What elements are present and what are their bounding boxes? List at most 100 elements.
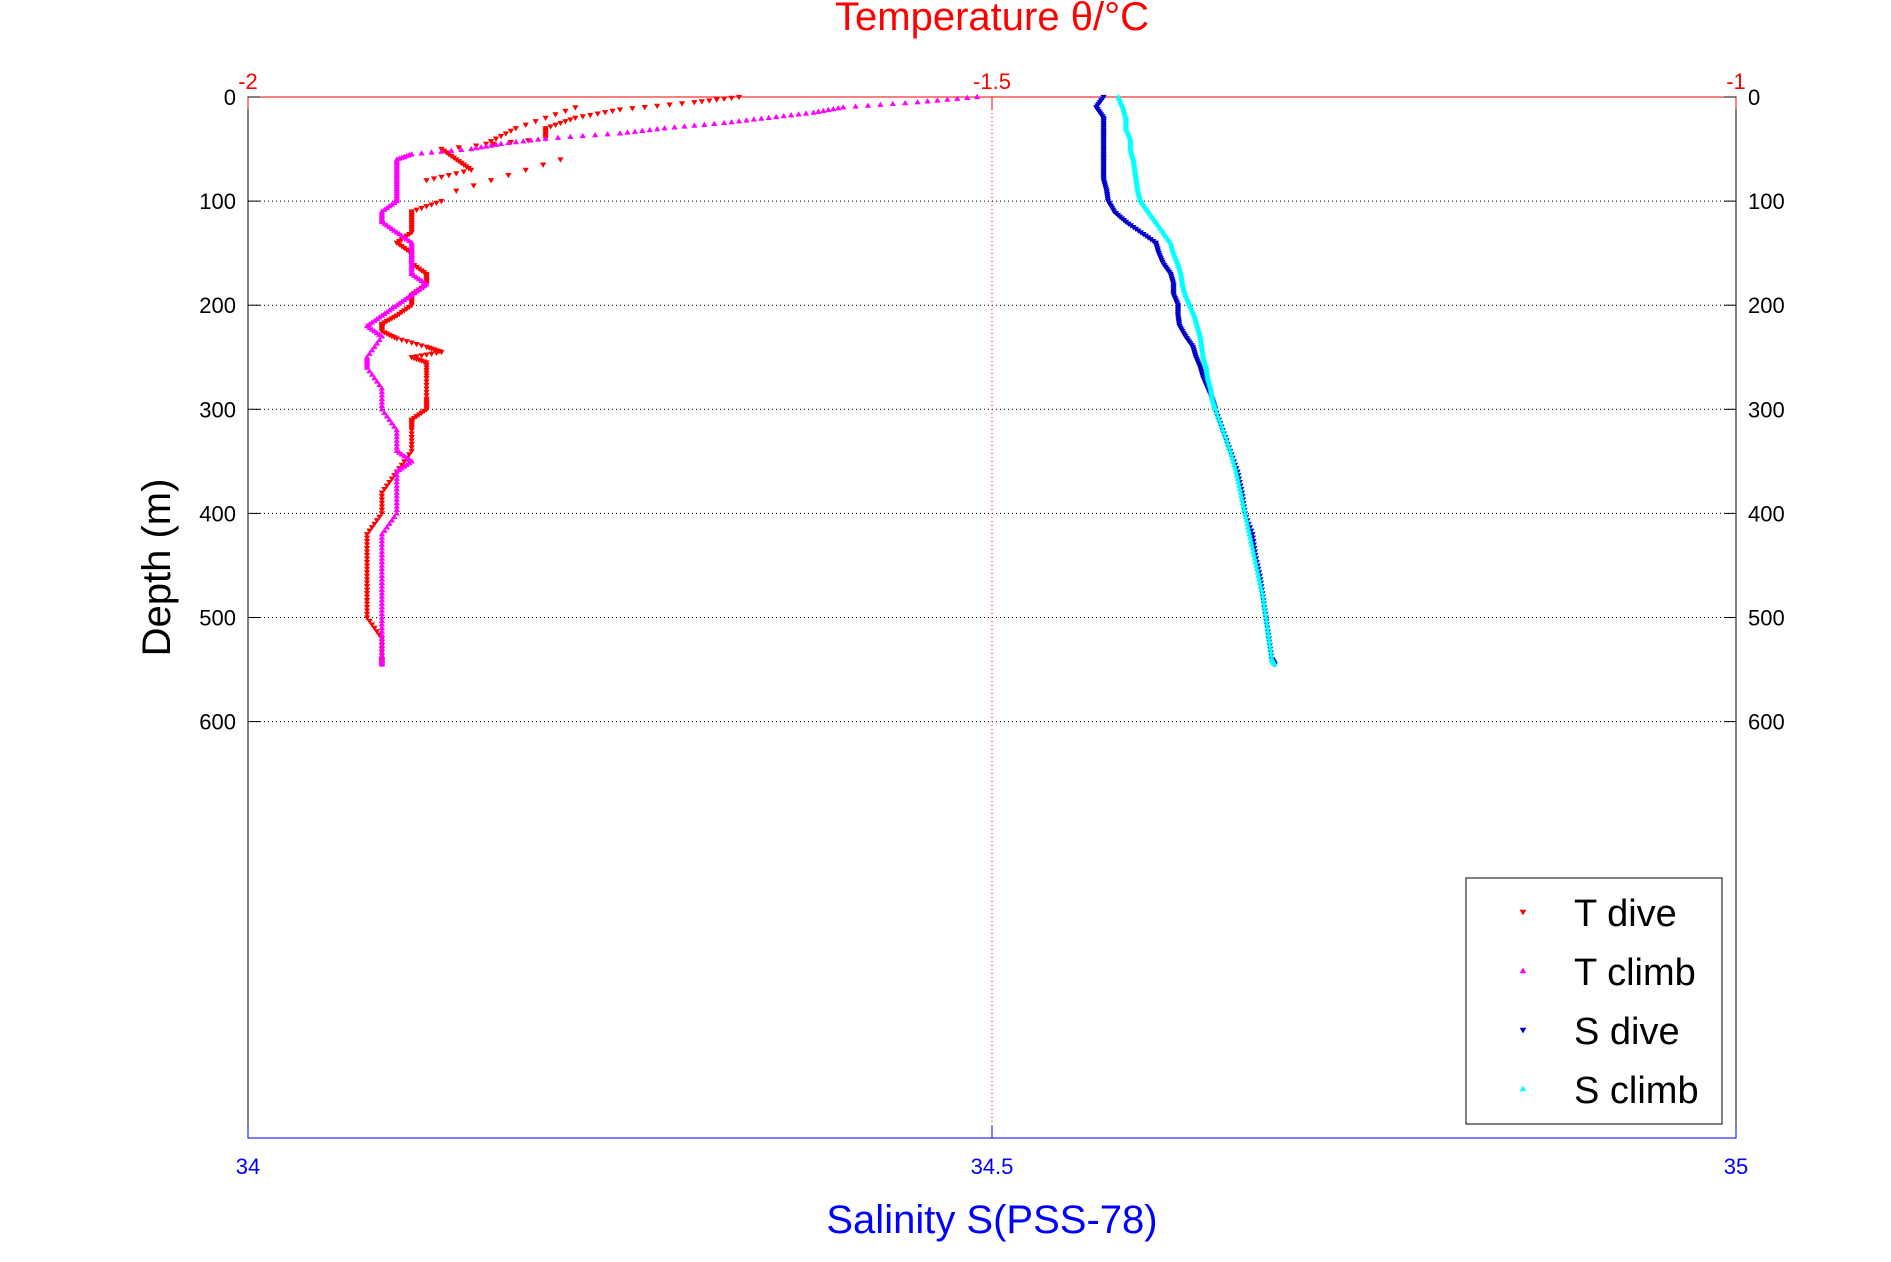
data-point xyxy=(423,370,430,377)
data-point xyxy=(453,171,460,177)
y-axis-tick-label-left: 0 xyxy=(224,85,236,110)
data-point xyxy=(408,434,415,441)
data-point xyxy=(728,95,735,102)
data-point xyxy=(944,96,951,102)
y-axis-tick-label-right: 300 xyxy=(1748,397,1785,422)
data-point xyxy=(363,563,371,569)
data-point xyxy=(616,130,624,136)
data-point xyxy=(363,570,371,576)
data-point xyxy=(706,98,713,104)
data-point xyxy=(363,535,371,541)
data-point xyxy=(445,172,453,179)
data-point xyxy=(363,566,371,573)
data-point xyxy=(750,116,758,122)
y-axis-tick-label-right: 100 xyxy=(1748,189,1785,214)
data-point xyxy=(418,205,425,212)
data-point xyxy=(371,521,378,528)
data-point xyxy=(378,507,386,514)
data-point xyxy=(363,584,371,590)
chart-title: Temperature θ/°C xyxy=(835,0,1149,39)
data-point xyxy=(1227,451,1235,457)
x-axis-label: Salinity S(PSS-78) xyxy=(826,1198,1157,1242)
y-axis-tick-label-right: 400 xyxy=(1748,501,1785,526)
data-point xyxy=(398,337,405,344)
data-point xyxy=(418,343,425,349)
data-point xyxy=(735,94,743,101)
data-point xyxy=(378,661,386,667)
y-axis-tick-label-right: 200 xyxy=(1748,293,1785,318)
data-point xyxy=(671,124,678,130)
data-point xyxy=(381,409,388,415)
data-point xyxy=(406,452,413,458)
data-point xyxy=(376,514,383,521)
data-point xyxy=(366,618,373,625)
data-point xyxy=(815,108,822,114)
data-point xyxy=(787,112,795,118)
data-point xyxy=(567,133,574,140)
data-points xyxy=(363,93,1278,668)
data-point xyxy=(711,120,718,127)
y-axis-tick-label-right: 500 xyxy=(1748,606,1785,631)
data-point xyxy=(1226,447,1234,454)
data-point xyxy=(864,102,872,108)
data-point xyxy=(423,365,430,371)
data-point xyxy=(371,625,378,632)
data-point xyxy=(487,139,495,145)
data-point xyxy=(830,105,837,112)
data-point xyxy=(363,598,371,604)
data-point xyxy=(376,336,383,343)
data-point xyxy=(366,367,373,374)
data-point xyxy=(691,122,698,128)
legend-entry-label: S climb xyxy=(1574,1070,1699,1112)
data-point xyxy=(363,539,371,545)
data-point xyxy=(423,382,430,389)
data-point xyxy=(468,167,475,174)
data-point xyxy=(381,486,388,493)
data-point xyxy=(423,389,430,396)
data-point xyxy=(423,373,430,379)
series-t-climb xyxy=(363,93,981,667)
data-point xyxy=(363,601,371,607)
data-point xyxy=(363,591,371,597)
data-point xyxy=(964,94,971,100)
data-point xyxy=(383,413,391,419)
data-point xyxy=(418,150,425,156)
data-point xyxy=(973,93,981,100)
data-point xyxy=(835,105,842,111)
data-point xyxy=(522,122,529,128)
data-point xyxy=(363,580,371,586)
data-point xyxy=(438,198,445,205)
legend-marker xyxy=(1519,967,1527,974)
data-point xyxy=(773,113,780,120)
data-point xyxy=(902,99,909,106)
data-point xyxy=(765,114,772,120)
data-point xyxy=(934,97,941,103)
data-point xyxy=(629,106,636,112)
data-point xyxy=(666,102,673,108)
data-point xyxy=(802,110,810,116)
data-point xyxy=(430,176,438,182)
data-point xyxy=(567,117,574,123)
data-point xyxy=(507,128,515,135)
data-point xyxy=(492,136,500,142)
data-point xyxy=(572,115,579,122)
data-point xyxy=(552,112,559,118)
data-point xyxy=(438,174,445,181)
data-point xyxy=(448,147,455,153)
y-axis-tick-label-left: 400 xyxy=(199,501,236,526)
data-point xyxy=(505,139,512,146)
axes: -2 -1.5 -1 34 34.5 35 0 0 100 100 200 200 300 300 400 4… xyxy=(199,69,1784,1179)
data-point xyxy=(363,364,371,370)
data-point xyxy=(373,340,381,346)
data-point xyxy=(378,500,386,507)
series-s-dive xyxy=(1093,94,1278,668)
data-point xyxy=(363,587,371,593)
y-axis-tick-label-left: 100 xyxy=(199,189,236,214)
data-point xyxy=(368,525,376,531)
data-point xyxy=(654,125,661,132)
data-point xyxy=(388,419,395,426)
data-point xyxy=(487,142,495,148)
data-point xyxy=(363,542,371,548)
data-point xyxy=(423,178,430,184)
data-point xyxy=(477,144,485,150)
